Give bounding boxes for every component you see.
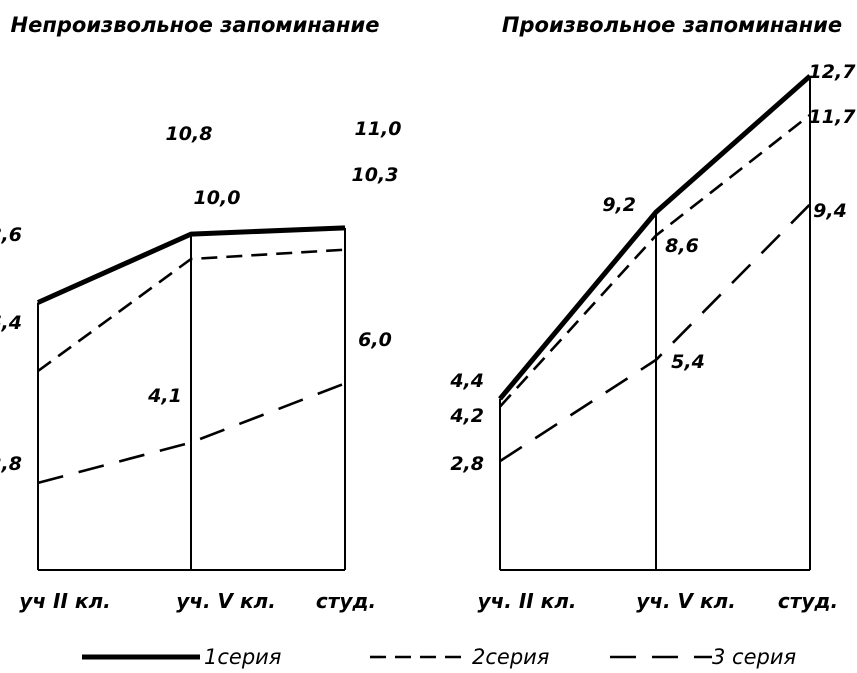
x-tick-label: уч. V кл. [176,589,276,613]
data-label: 10,0 [194,187,241,209]
series-line-3 [499,203,811,463]
data-label: 12,7 [809,61,857,83]
data-label: 4,1 [147,385,182,407]
x-tick-label: уч II кл. [19,589,110,613]
data-label: 9,2 [602,194,636,216]
data-label: 10,3 [352,164,399,186]
data-label: 2,8 [0,453,22,475]
chart-title: Непроизвольное запоминание [11,13,380,37]
series-line-2 [499,113,811,408]
data-label: 6,4 [0,312,22,334]
legend-label-1: 1серия [204,645,281,669]
chart-title: Произвольное запоминание [502,13,842,37]
data-label: 2,8 [450,453,484,475]
x-tick-label: студ. [778,589,838,613]
legend: 1серия 2серия 3 серия [82,645,796,669]
data-label: 11,7 [809,106,857,128]
data-label: 11,0 [355,118,402,140]
legend-label-2: 2серия [472,645,549,669]
data-label: 6,0 [358,329,392,351]
series-line-1 [498,74,812,401]
x-tick-label: уч. II кл. [478,589,577,613]
series-line-2 [37,248,346,373]
data-label: 10,8 [166,123,213,145]
x-tick-label: студ. [316,589,376,613]
data-label: 4,4 [449,370,484,392]
series-line-3 [37,382,346,485]
data-label: 4,2 [449,405,484,427]
chart-panel-1: Непроизвольное запоминание уч II кл. уч. V… [0,13,401,613]
series-line-1 [36,225,346,305]
data-label: 8,6 [665,235,699,257]
data-label: 9,4 [813,200,847,222]
chart-panel-2: Произвольное запоминание уч. II кл. уч. V … [449,13,856,613]
data-label: 8,6 [0,224,22,246]
x-tick-label: уч. V кл. [636,589,736,613]
data-label: 5,4 [671,351,705,373]
legend-label-3: 3 серия [712,645,796,669]
